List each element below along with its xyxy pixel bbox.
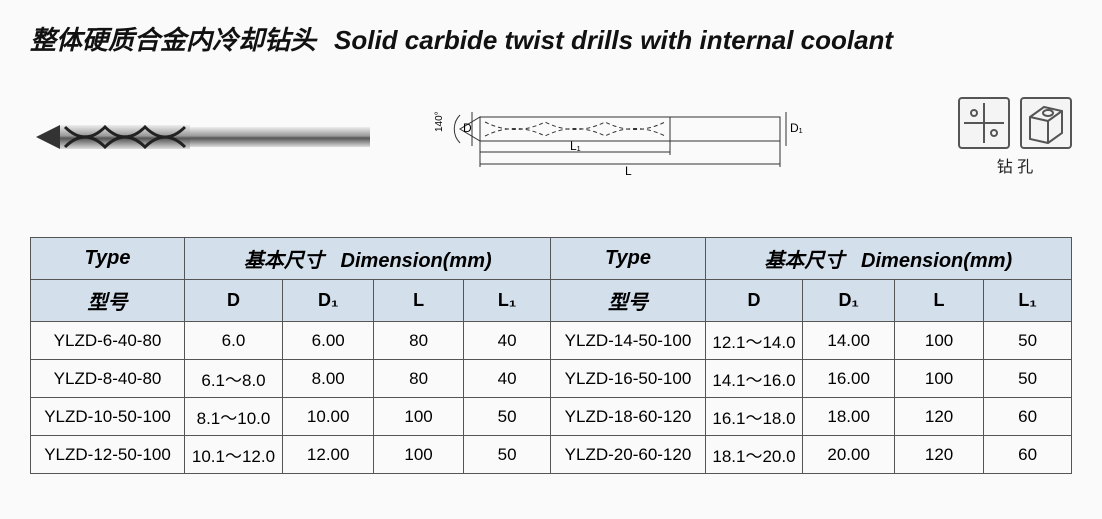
dim-l1-label: L₁: [570, 139, 581, 153]
drill-photo: [30, 107, 370, 167]
crosshair-square-icon: [958, 97, 1010, 149]
title-english: Solid carbide twist drills with internal…: [334, 25, 893, 56]
cell-value: 6.1～8.0: [185, 360, 283, 398]
cell-value: 12.00: [282, 436, 374, 474]
cell-value: 6.00: [282, 322, 374, 360]
cell-value: 100: [374, 398, 463, 436]
cell-value: 40: [463, 322, 551, 360]
cell-value: 120: [894, 398, 983, 436]
th-dim-en: Dimension(mm): [341, 250, 492, 272]
cell-value: 12.1～14.0: [705, 322, 803, 360]
cell-type: YLZD-8-40-80: [31, 360, 185, 398]
cell-value: 14.1～16.0: [705, 360, 803, 398]
cell-value: 16.1～18.0: [705, 398, 803, 436]
cell-value: 80: [374, 322, 463, 360]
th-dim-cn-r: 基本尺寸: [764, 250, 844, 272]
dim-l-label: L: [625, 164, 632, 178]
th-D1: D₁: [282, 280, 374, 322]
th-L1-r: L₁: [984, 280, 1072, 322]
th-dim-cn: 基本尺寸: [244, 250, 324, 272]
cell-value: 50: [984, 322, 1072, 360]
cell-value: 60: [984, 398, 1072, 436]
th-dim-left: 基本尺寸 Dimension(mm): [185, 238, 551, 280]
cell-value: 20.00: [803, 436, 895, 474]
th-D: D: [185, 280, 283, 322]
icon-caption: 钻 孔: [997, 153, 1033, 177]
cell-value: 120: [894, 436, 983, 474]
cell-type: YLZD-20-60-120: [551, 436, 705, 474]
cell-type: YLZD-6-40-80: [31, 322, 185, 360]
cell-type: YLZD-10-50-100: [31, 398, 185, 436]
cell-value: 8.00: [282, 360, 374, 398]
cell-value: 60: [984, 436, 1072, 474]
cell-value: 100: [374, 436, 463, 474]
cell-value: 14.00: [803, 322, 895, 360]
cell-value: 100: [894, 360, 983, 398]
spec-table-body: YLZD-6-40-806.06.008040YLZD-14-50-10012.…: [31, 322, 1072, 474]
cell-type: YLZD-16-50-100: [551, 360, 705, 398]
dim-d1-label: D₁: [790, 121, 803, 135]
th-L: L: [374, 280, 463, 322]
cell-value: 10.00: [282, 398, 374, 436]
cell-value: 18.1～20.0: [705, 436, 803, 474]
cell-value: 16.00: [803, 360, 895, 398]
th-L-r: L: [894, 280, 983, 322]
cell-value: 40: [463, 360, 551, 398]
angle-label: 140°: [434, 111, 445, 132]
cell-value: 50: [984, 360, 1072, 398]
th-type-cn: 型号: [31, 280, 185, 322]
dimension-diagram: 140° D D₁ L₁ L: [430, 92, 810, 182]
cell-type: YLZD-12-50-100: [31, 436, 185, 474]
th-dim-en-r: Dimension(mm): [861, 250, 1012, 272]
cell-value: 80: [374, 360, 463, 398]
spec-table: Type 基本尺寸 Dimension(mm) Type 基本尺寸 Dimens…: [30, 237, 1072, 474]
cell-value: 50: [463, 398, 551, 436]
cell-value: 100: [894, 322, 983, 360]
figure-row: 140° D D₁ L₁ L: [30, 87, 1072, 187]
table-row: YLZD-6-40-806.06.008040YLZD-14-50-10012.…: [31, 322, 1072, 360]
th-type-cn-r: 型号: [551, 280, 705, 322]
th-D1-r: D₁: [803, 280, 895, 322]
usage-icons: 钻 孔: [958, 97, 1072, 177]
th-dim-right: 基本尺寸 Dimension(mm): [705, 238, 1072, 280]
title-chinese: 整体硬质合金内冷却钻头: [30, 20, 316, 57]
dim-d-label: D: [463, 121, 472, 135]
cell-value: 18.00: [803, 398, 895, 436]
th-type-r: Type: [551, 238, 705, 280]
cell-value: 8.1～10.0: [185, 398, 283, 436]
cell-value: 50: [463, 436, 551, 474]
table-row: YLZD-8-40-806.1～8.08.008040YLZD-16-50-10…: [31, 360, 1072, 398]
th-L1: L₁: [463, 280, 551, 322]
th-type: Type: [31, 238, 185, 280]
table-row: YLZD-12-50-10010.1～12.012.0010050YLZD-20…: [31, 436, 1072, 474]
cell-value: 6.0: [185, 322, 283, 360]
cell-type: YLZD-18-60-120: [551, 398, 705, 436]
th-D-r: D: [705, 280, 803, 322]
cell-type: YLZD-14-50-100: [551, 322, 705, 360]
hole-block-icon: [1020, 97, 1072, 149]
page-title-row: 整体硬质合金内冷却钻头 Solid carbide twist drills w…: [30, 20, 1072, 57]
table-row: YLZD-10-50-1008.1～10.010.0010050YLZD-18-…: [31, 398, 1072, 436]
cell-value: 10.1～12.0: [185, 436, 283, 474]
